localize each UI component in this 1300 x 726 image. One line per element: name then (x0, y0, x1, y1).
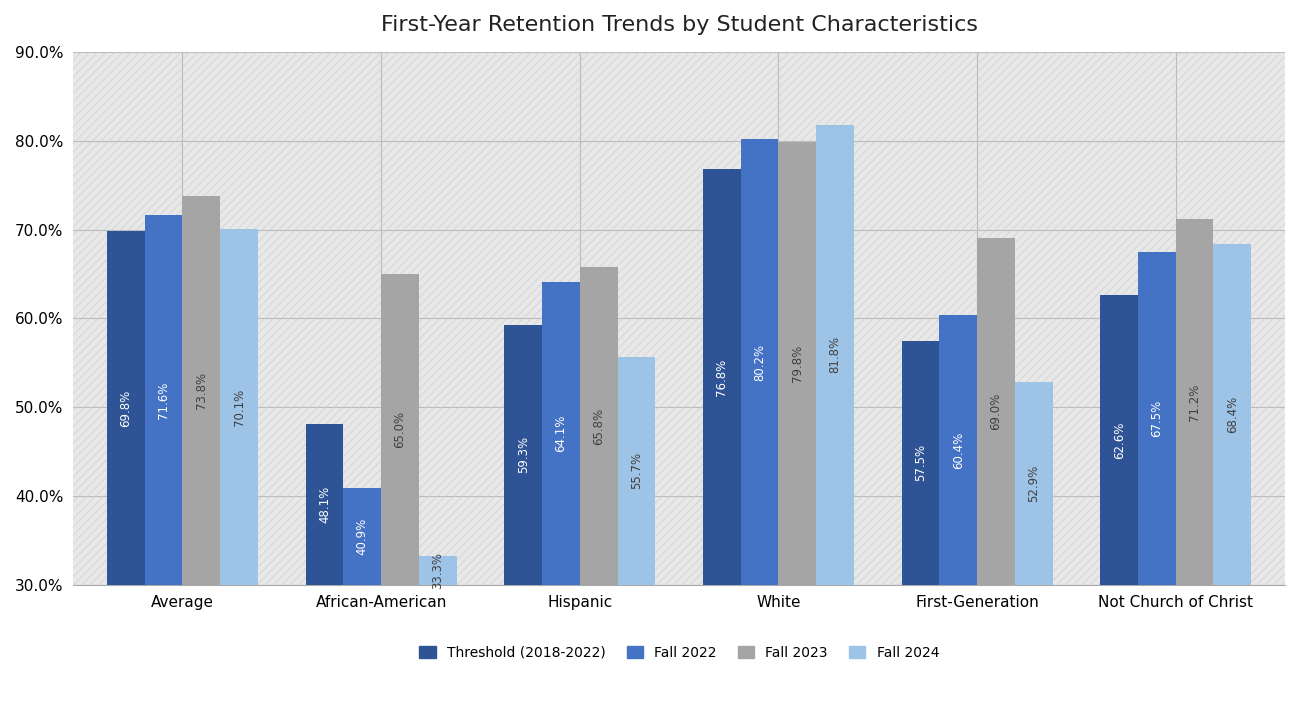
Text: 65.0%: 65.0% (394, 411, 407, 448)
Text: 69.0%: 69.0% (989, 393, 1002, 431)
Text: 33.3%: 33.3% (432, 552, 445, 589)
Bar (504, 325, 542, 585)
Text: 59.3%: 59.3% (516, 436, 529, 473)
Text: 76.8%: 76.8% (715, 359, 728, 396)
Bar (816, 125, 854, 585)
Bar (1138, 252, 1175, 585)
Bar (978, 238, 1015, 585)
Text: 52.9%: 52.9% (1027, 465, 1040, 502)
Bar (542, 282, 580, 585)
Legend: Threshold (2018-2022), Fall 2022, Fall 2023, Fall 2024: Threshold (2018-2022), Fall 2022, Fall 2… (413, 640, 945, 665)
Text: 67.5%: 67.5% (1150, 400, 1164, 437)
Text: 79.8%: 79.8% (790, 345, 803, 383)
Bar (107, 232, 144, 585)
Text: 70.1%: 70.1% (233, 388, 246, 425)
Title: First-Year Retention Trends by Student Characteristics: First-Year Retention Trends by Student C… (381, 15, 978, 35)
Text: 69.8%: 69.8% (120, 390, 133, 427)
Text: 55.7%: 55.7% (630, 452, 644, 489)
Text: 73.8%: 73.8% (195, 372, 208, 409)
Bar (580, 267, 617, 585)
Bar (220, 229, 257, 585)
Text: 60.4%: 60.4% (952, 431, 965, 468)
Bar (902, 340, 940, 585)
Bar (1175, 219, 1213, 585)
Bar (306, 424, 343, 585)
Text: 48.1%: 48.1% (318, 486, 332, 523)
Bar (144, 216, 182, 585)
Bar (1100, 295, 1138, 585)
Text: 40.9%: 40.9% (356, 518, 369, 555)
Text: 81.8%: 81.8% (828, 336, 841, 373)
Bar (343, 488, 381, 585)
Bar (1213, 244, 1251, 585)
Bar (419, 555, 456, 585)
Bar (618, 356, 655, 585)
Text: 68.4%: 68.4% (1226, 396, 1239, 433)
Text: 64.1%: 64.1% (554, 415, 567, 452)
Bar (779, 142, 816, 585)
Text: 65.8%: 65.8% (593, 407, 606, 444)
Bar (703, 169, 741, 585)
Bar (182, 196, 220, 585)
Bar (381, 274, 419, 585)
Bar (1015, 382, 1053, 585)
Bar (741, 139, 779, 585)
Bar (940, 315, 978, 585)
Text: 57.5%: 57.5% (914, 444, 927, 481)
Text: 71.2%: 71.2% (1188, 383, 1201, 420)
Text: 62.6%: 62.6% (1113, 422, 1126, 459)
Text: 71.6%: 71.6% (157, 382, 170, 419)
Text: 80.2%: 80.2% (753, 343, 766, 380)
